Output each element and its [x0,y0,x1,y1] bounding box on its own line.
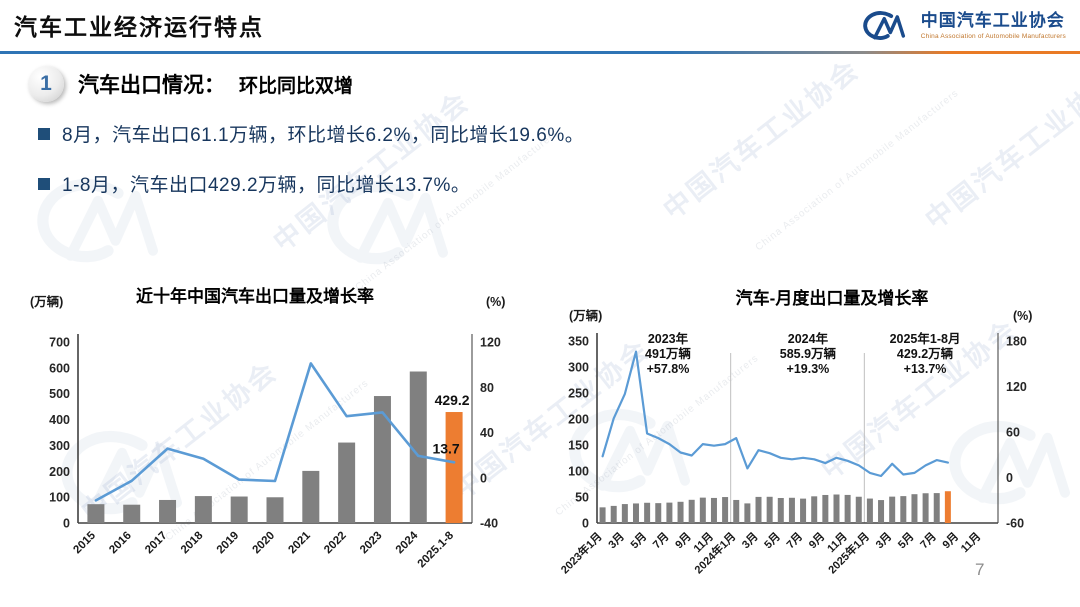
svg-text:13.7: 13.7 [432,440,459,456]
svg-text:700: 700 [49,336,70,350]
svg-text:3月: 3月 [739,530,760,551]
svg-text:50: 50 [575,491,589,505]
svg-text:300: 300 [49,439,70,453]
svg-text:200: 200 [49,465,70,479]
svg-text:2025年1-8月: 2025年1-8月 [890,331,961,346]
svg-text:300: 300 [568,361,589,375]
svg-text:(%): (%) [486,295,505,309]
watermark-text: 中国汽车工业协会 [919,63,1080,236]
svg-text:3月: 3月 [606,530,627,551]
svg-text:500: 500 [49,387,70,401]
section-heading: 1 汽车出口情况： 环比同比双增 [28,66,353,102]
svg-text:0: 0 [63,517,70,531]
svg-text:400: 400 [49,413,70,427]
svg-text:429.2万辆: 429.2万辆 [897,346,954,361]
annual-export-chart: 近十年中国汽车出口量及增长率(万辆) (%)7006005004003002001… [30,286,505,570]
svg-text:250: 250 [568,387,589,401]
bullet-item: 8月，汽车出口61.1万辆，环比增长6.2%，同比增长19.6%。 [38,120,584,147]
svg-text:2024: 2024 [394,529,421,556]
watermark-subtext: China Association of Automobile Manufact… [753,87,961,254]
page-title: 汽车工业经济运行特点 [14,14,264,40]
bullet-text: 8月，汽车出口61.1万辆，环比增长6.2%，同比增长19.6%。 [62,125,585,146]
svg-text:+13.7%: +13.7% [904,362,947,376]
svg-text:2015: 2015 [71,529,98,556]
svg-text:60: 60 [1006,426,1020,440]
svg-text:汽车-月度出口量及增长率: 汽车-月度出口量及增长率 [736,288,929,308]
svg-text:(万辆): (万辆) [569,308,602,323]
svg-text:2023: 2023 [358,530,385,557]
svg-text:100: 100 [568,465,589,479]
svg-text:5月: 5月 [762,530,783,551]
svg-text:9月: 9月 [806,530,827,551]
svg-text:11月: 11月 [958,530,983,555]
svg-text:9月: 9月 [940,530,961,551]
svg-text:2020: 2020 [251,530,278,557]
monthly-export-chart: 汽车-月度出口量及增长率 (万辆) (%) 350 300 250 200 150 100 50 0… [558,288,1033,576]
svg-text:150: 150 [568,439,589,453]
svg-text:2022: 2022 [322,530,349,557]
watermark-text: 中国汽车工业协会 [657,53,866,226]
svg-text:0: 0 [582,517,589,531]
svg-text:100: 100 [49,491,70,505]
watermark-subtext: China Association of Automobile Manufact… [353,127,561,294]
bullet-text: 1-8月，汽车出口429.2万辆，同比增长13.7%。 [62,175,471,196]
svg-text:0: 0 [1006,471,1013,485]
svg-text:40: 40 [480,426,494,440]
svg-text:429.2: 429.2 [435,392,470,408]
caam-logo: 中国汽车工业协会 China Association of Automobile… [860,10,1066,42]
page-number: 7 [975,560,985,579]
svg-text:2023年: 2023年 [648,331,689,346]
section-subtitle: 环比同比双增 [239,75,354,97]
svg-text:-40: -40 [480,517,498,531]
title-underline [0,51,1080,54]
section-number-badge: 1 [28,66,64,102]
bullet-square-icon [38,177,50,190]
svg-text:+19.3%: +19.3% [787,362,830,376]
svg-text:2019: 2019 [215,530,242,557]
svg-text:120: 120 [1006,380,1027,394]
svg-text:+57.8%: +57.8% [647,362,690,376]
svg-text:200: 200 [568,413,589,427]
svg-text:2017: 2017 [143,530,170,557]
svg-text:585.9万辆: 585.9万辆 [780,346,837,361]
svg-text:近十年中国汽车出口量及增长率: 近十年中国汽车出口量及增长率 [136,286,374,306]
svg-text:2021: 2021 [286,529,313,556]
svg-text:(%): (%) [1013,309,1032,323]
svg-text:9月: 9月 [673,530,694,551]
svg-text:(万辆): (万辆) [30,294,63,309]
svg-text:7月: 7月 [784,530,805,551]
svg-text:120: 120 [480,336,501,350]
svg-text:5月: 5月 [628,530,649,551]
svg-text:350: 350 [568,335,589,349]
logo-name-cn: 中国汽车工业协会 [920,11,1065,31]
svg-text:491万辆: 491万辆 [645,346,691,361]
svg-text:7月: 7月 [918,530,939,551]
svg-text:2023年1月: 2023年1月 [558,529,605,576]
svg-text:180: 180 [1006,335,1027,349]
svg-text:2024年: 2024年 [788,331,829,346]
svg-text:5月: 5月 [895,530,916,551]
bullet-item: 1-8月，汽车出口429.2万辆，同比增长13.7%。 [38,170,470,197]
logo-name-en: China Association of Automobile Manufact… [920,33,1066,41]
svg-text:80: 80 [480,381,494,395]
caam-mark-icon [863,11,905,40]
section-title: 汽车出口情况： [78,74,225,97]
svg-text:-60: -60 [1006,517,1024,531]
bullet-square-icon [38,127,50,140]
svg-text:2018: 2018 [179,529,206,556]
svg-text:0: 0 [480,471,487,485]
svg-text:3月: 3月 [873,530,894,551]
svg-text:2025.1-8: 2025.1-8 [416,529,457,570]
svg-text:7月: 7月 [650,530,671,551]
svg-text:600: 600 [49,361,70,375]
svg-text:2016: 2016 [107,530,134,557]
